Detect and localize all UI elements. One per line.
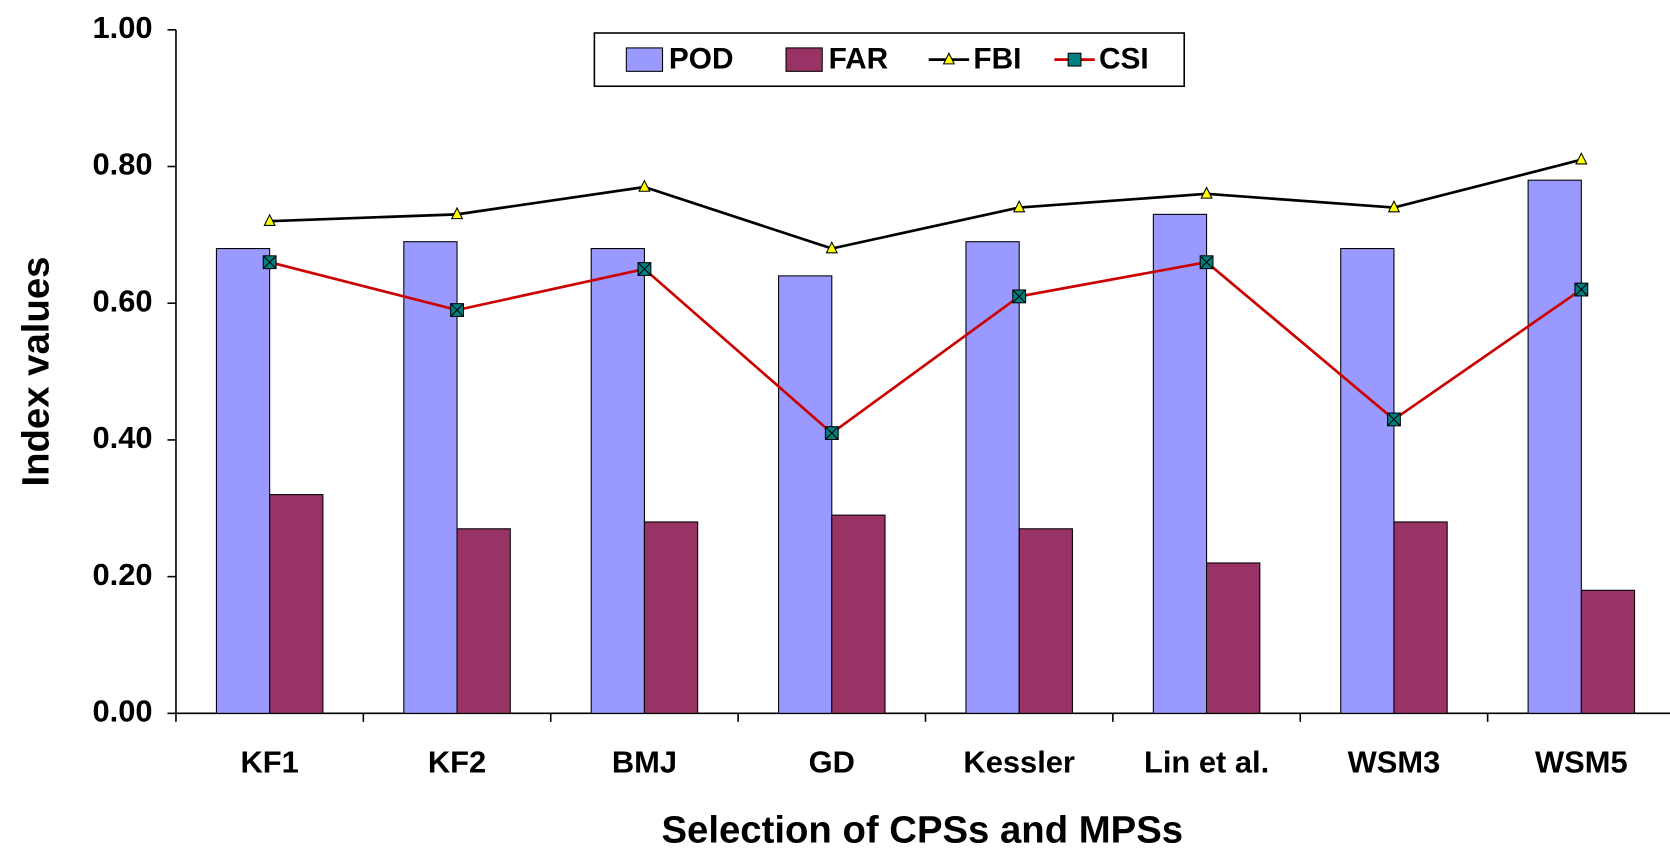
x-tick-label: WSM5 xyxy=(1535,745,1628,780)
line-marker xyxy=(825,240,838,254)
bar xyxy=(1527,179,1582,714)
x-tick-label: BMJ xyxy=(612,745,677,780)
x-tick-label: KF1 xyxy=(241,745,299,780)
legend-marker xyxy=(942,52,956,65)
bar xyxy=(778,275,833,714)
x-axis-title: Selection of CPSs and MPSs xyxy=(661,809,1183,852)
series-line xyxy=(269,260,1583,435)
y-axis-title: Index values xyxy=(15,257,58,487)
legend-label: FAR xyxy=(829,43,889,76)
x-tick-label: GD xyxy=(809,745,855,780)
bar xyxy=(643,521,699,714)
marker-cross xyxy=(1012,289,1026,304)
bar xyxy=(215,248,271,714)
line-marker xyxy=(1575,152,1588,165)
marker-cross xyxy=(1574,282,1589,297)
line-marker xyxy=(1013,199,1026,213)
y-tick-label: 0.60 xyxy=(92,283,152,318)
bar xyxy=(1393,521,1448,714)
x-tick-label: KF2 xyxy=(428,745,486,780)
y-tick-label: 0.20 xyxy=(92,557,152,592)
x-tick-label: Lin et al. xyxy=(1144,745,1269,780)
y-tick-label: 0.40 xyxy=(92,420,152,455)
legend-label: CSI xyxy=(1099,43,1149,76)
legend-label: FBI xyxy=(973,43,1021,76)
line-marker xyxy=(1387,199,1401,213)
bar xyxy=(965,241,1020,714)
series-line xyxy=(269,158,1582,250)
bar xyxy=(1340,248,1395,714)
line-marker xyxy=(263,213,276,226)
marker-cross xyxy=(1387,412,1401,427)
marker-cross xyxy=(825,426,839,440)
bar xyxy=(1018,528,1073,714)
marker-cross xyxy=(450,303,464,317)
x-tick-label: Kessler xyxy=(963,745,1075,780)
bar xyxy=(831,514,886,714)
bar xyxy=(456,528,511,714)
y-tick-label: 1.00 xyxy=(92,10,152,45)
y-tick-label: 0.80 xyxy=(92,147,152,182)
bar xyxy=(1580,589,1636,714)
legend-swatch xyxy=(785,47,823,72)
line-marker xyxy=(450,206,464,220)
legend: POD FAR FBI CSI xyxy=(593,32,1186,88)
x-tick-label: WSM3 xyxy=(1348,745,1441,780)
bar xyxy=(403,241,458,714)
y-tick-label: 0.00 xyxy=(92,693,152,728)
bar xyxy=(1152,213,1208,714)
bar xyxy=(590,248,645,714)
bar xyxy=(269,494,324,714)
marker-cross xyxy=(262,255,277,269)
marker-cross xyxy=(1199,255,1214,269)
legend-swatch xyxy=(625,47,664,72)
legend-marker xyxy=(1067,52,1082,67)
line-marker xyxy=(1200,186,1213,199)
legend-label: POD xyxy=(669,43,734,76)
marker-cross xyxy=(637,262,652,276)
bar xyxy=(1206,562,1261,714)
line-marker xyxy=(638,179,651,192)
